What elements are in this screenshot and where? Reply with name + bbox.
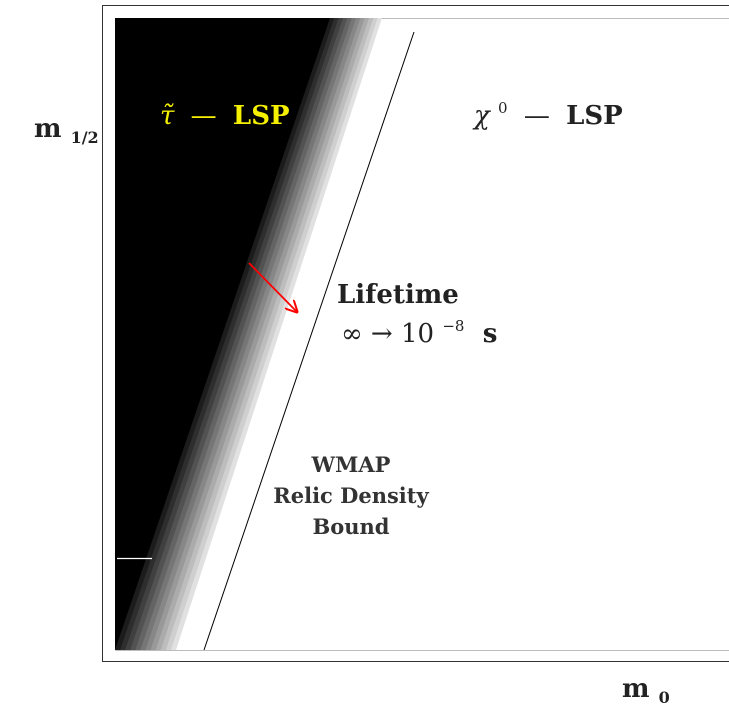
wmap-line-1: WMAP xyxy=(311,452,391,477)
wmap-line-2: Relic Density xyxy=(273,483,429,508)
outer-frame xyxy=(102,5,729,662)
y-axis-main: m xyxy=(34,114,62,144)
wmap-line-3: Bound xyxy=(313,514,390,539)
neutralino-lsp-label: χ 0 — LSP xyxy=(472,90,623,131)
lifetime-arrow xyxy=(248,262,297,312)
neutralino-sup: 0 xyxy=(498,99,508,117)
y-axis-sub: 1/2 xyxy=(71,128,99,147)
stau-symbol: τ̃ xyxy=(160,101,175,131)
lifetime-range: ∞ → 10 −8 s xyxy=(341,308,497,349)
x-axis-label: m 0 xyxy=(622,674,670,707)
neutralino-symbol: χ xyxy=(472,101,492,131)
x-axis-sub: 0 xyxy=(659,688,670,707)
lifetime-title: Lifetime xyxy=(337,280,459,310)
stau-lsp-region xyxy=(115,18,330,650)
stau-dash: — xyxy=(191,101,217,131)
lifetime-exponent: −8 xyxy=(442,317,464,335)
stau-lsp-label: τ̃ — LSP xyxy=(160,101,290,131)
lifetime-range-text: ∞ → 10 xyxy=(341,319,434,349)
wmap-bound-line xyxy=(203,31,415,651)
lifetime-unit: s xyxy=(483,319,498,349)
x-axis-main: m xyxy=(622,674,650,704)
neutralino-dash: — xyxy=(524,101,550,131)
stau-lsp-text: LSP xyxy=(233,101,290,131)
neutralino-lsp-text: LSP xyxy=(566,101,623,131)
wmap-annotation: WMAP Relic Density Bound xyxy=(273,452,429,539)
y-axis-label: m 1/2 xyxy=(34,114,99,147)
